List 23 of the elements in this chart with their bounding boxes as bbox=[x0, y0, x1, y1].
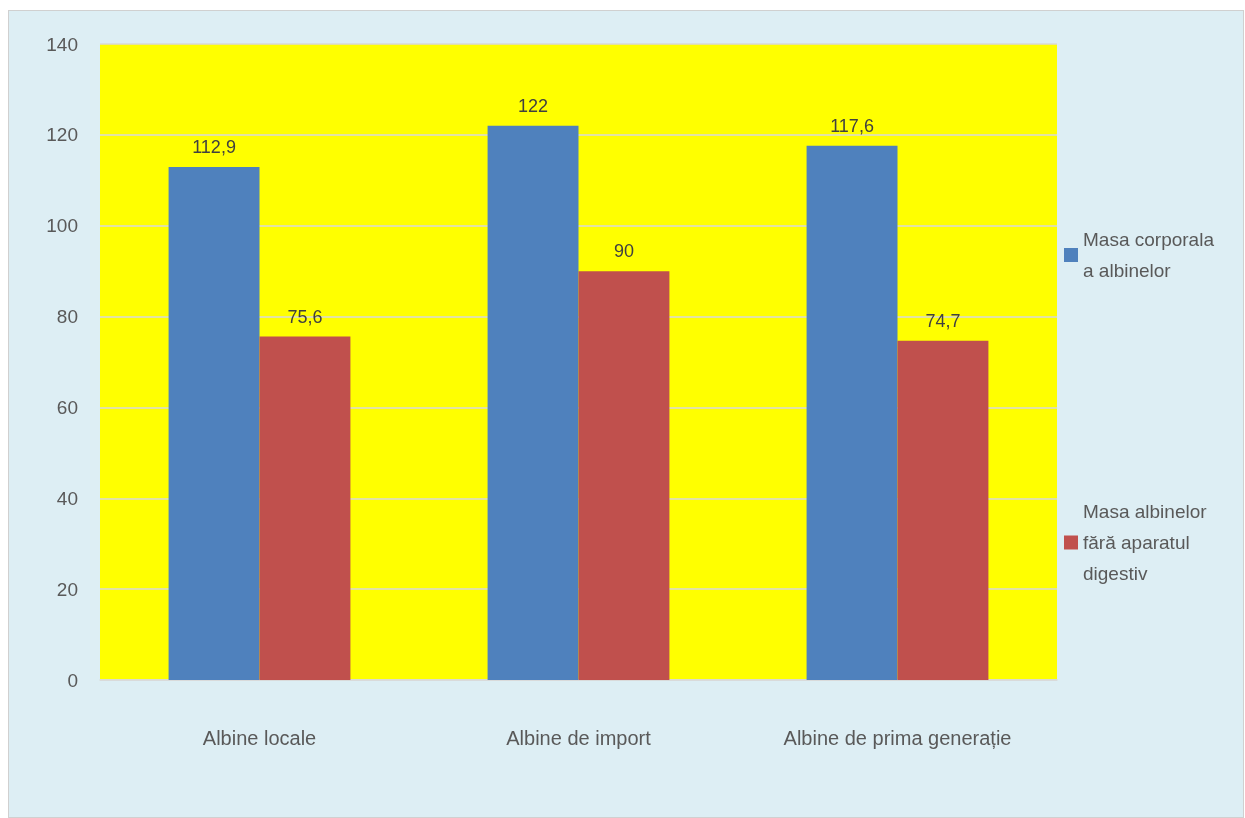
data-label: 90 bbox=[613, 241, 634, 262]
bar bbox=[806, 145, 898, 680]
y-tick-label: 100 bbox=[46, 215, 78, 237]
y-tick-label: 40 bbox=[56, 487, 78, 509]
x-tick-label: Albine de prima generație bbox=[783, 727, 1012, 749]
data-label: 117,6 bbox=[830, 115, 874, 136]
data-label: 122 bbox=[518, 95, 549, 116]
bar bbox=[487, 125, 579, 680]
x-tick-label: Albine locale bbox=[202, 727, 317, 749]
y-tick-label: 60 bbox=[56, 396, 78, 418]
y-tick-label: 120 bbox=[46, 124, 78, 146]
bar bbox=[259, 336, 351, 680]
y-tick-label: 20 bbox=[56, 578, 78, 600]
bar bbox=[578, 271, 670, 680]
data-label: 112,9 bbox=[192, 137, 236, 158]
x-tick-label: Albine de import bbox=[506, 727, 652, 749]
bar bbox=[168, 167, 260, 680]
bar bbox=[897, 340, 989, 680]
y-tick-label: 80 bbox=[56, 306, 78, 328]
y-tick-label: 140 bbox=[46, 33, 78, 55]
legend-label: Masa corporala a albinelor bbox=[1083, 229, 1220, 281]
legend-label: Masa albinelor fără aparatul digestiv bbox=[1083, 501, 1212, 584]
y-tick-label: 0 bbox=[67, 669, 78, 691]
